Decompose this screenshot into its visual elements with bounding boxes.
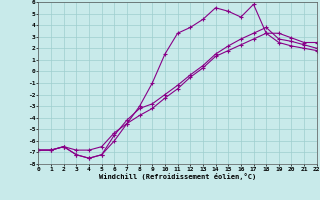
X-axis label: Windchill (Refroidissement éolien,°C): Windchill (Refroidissement éolien,°C) <box>99 173 256 180</box>
